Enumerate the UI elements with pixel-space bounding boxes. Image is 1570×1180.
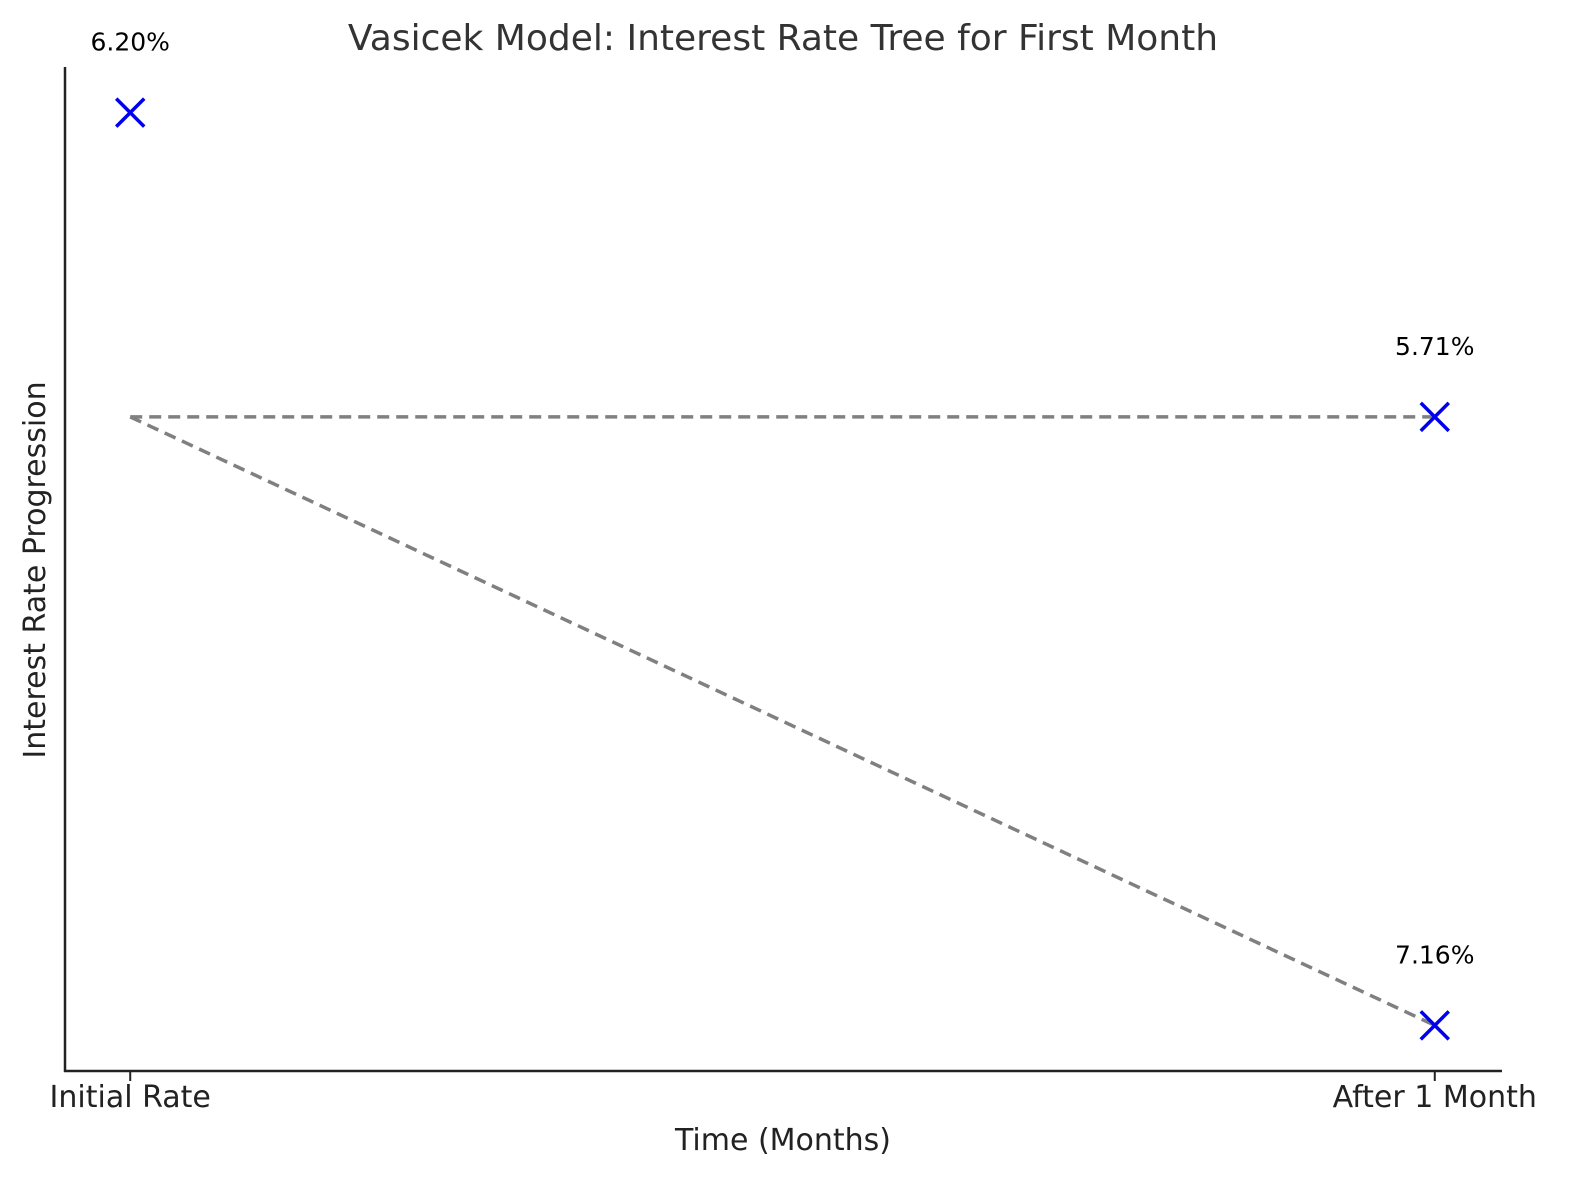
x-axis-label: Time (Months): [674, 1123, 891, 1158]
y-axis-label: Interest Rate Progression: [18, 381, 53, 758]
x-tick-label-0: Initial Rate: [50, 1080, 211, 1115]
chart-title: Vasicek Model: Interest Rate Tree for Fi…: [348, 18, 1218, 59]
point-marker-2: [1419, 1010, 1451, 1041]
point-label-0: 6.20%: [91, 28, 170, 57]
axes: [63, 67, 1502, 1073]
point-label-1: 5.71%: [1395, 332, 1474, 361]
branch-line-1: [129, 415, 1436, 1027]
x-tick-label-1: After 1 Month: [1333, 1080, 1537, 1115]
point-label-2: 7.16%: [1395, 940, 1474, 969]
point-marker-1: [1419, 401, 1451, 433]
markers: [114, 97, 1451, 1041]
branch-lines: [129, 415, 1436, 1027]
point-marker-0: [114, 97, 146, 128]
data-labels: 6.20% 5.71% 7.16%: [91, 28, 1475, 970]
x-ticks: Initial Rate After 1 Month: [50, 1071, 1537, 1115]
